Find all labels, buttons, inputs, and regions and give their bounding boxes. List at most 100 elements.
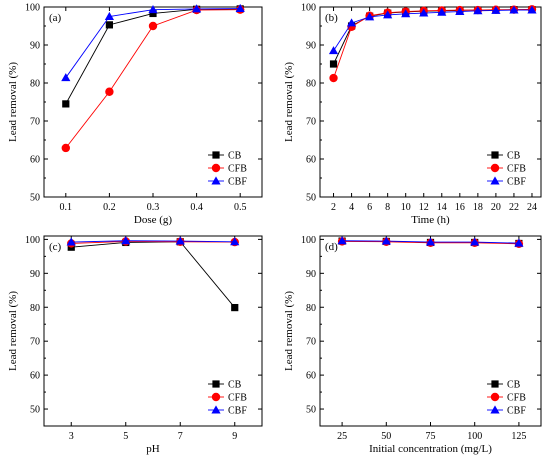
y-tick-label: 80 [30,79,40,90]
data-point-cbf [346,18,357,27]
x-tick-label: 3 [69,431,74,442]
y-tick-label: 60 [306,371,316,382]
x-tick-label: 8 [385,202,390,213]
y-tick-label: 50 [306,405,316,416]
data-point-cbf [104,11,114,20]
legend-marker-cbf [211,405,221,414]
x-tick-label: 0.5 [234,202,247,213]
data-point-cbf [401,9,411,18]
y-axis-title: Lead removal (%) [7,62,19,142]
legend-label-cfb: CFB [228,393,247,404]
x-tick-label: 16 [455,202,465,213]
x-tick-label: 100 [467,431,482,442]
plot-frame [43,235,263,427]
data-point-cb [329,60,338,68]
data-point-cbf [425,237,436,246]
legend-label-cb: CB [507,380,521,391]
y-tick-label: 50 [306,193,316,204]
legend-label-cb: CB [228,151,242,162]
series-line-cfb [333,8,532,79]
x-tick-label: 0.4 [190,202,203,213]
series-line-cbf [71,240,235,243]
chart-panel-a: 50 60 70 80 90 100 0.1 0.2 0.3 0.4 0.5 Dose (g) Lead… [7,3,263,226]
x-tick-label: 10 [401,202,411,213]
x-tick-label: 6 [367,202,372,213]
x-tick-label: 50 [381,431,391,442]
x-tick-label: 14 [437,202,447,213]
x-tick-label: 75 [426,431,436,442]
x-axis-title: Time (h) [411,214,450,226]
data-point-cbf [61,73,71,82]
y-axis-title: Lead removal (%) [283,291,295,371]
legend-marker-cfb [490,392,500,402]
y-tick-label: 70 [306,337,316,348]
y-tick-label: 90 [30,269,40,280]
data-point-cbf [509,5,519,14]
data-point-cbf [437,7,447,16]
legend-label-cfb: CFB [228,164,247,175]
series-line-cb [333,9,532,65]
legend-label-cbf: CBF [228,406,247,417]
series-line-cbf [65,8,241,78]
x-tick-label: 4 [349,202,354,213]
data-point-cbf [527,5,537,14]
legend-marker-cfb [490,163,500,173]
y-tick-label: 90 [30,41,40,52]
chart-panel-d: 50 60 70 80 90 100 25 50 75 100 125 Initial concent… [283,235,542,455]
y-tick-label: 90 [306,269,316,280]
data-point-cb [62,100,70,108]
data-point-cfb [61,143,70,153]
series-line-cfb [65,9,241,149]
y-tick-label: 100 [25,235,40,246]
data-point-cfb [148,21,158,31]
data-point-cbf [230,237,240,246]
x-tick-label: 9 [232,431,237,442]
series-line-cbf [333,9,532,51]
y-tick-label: 80 [306,79,316,90]
x-tick-label: 25 [337,431,347,442]
data-point-cbf [235,3,245,12]
legend-label-cbf: CBF [507,177,526,188]
x-tick-label: 5 [123,431,128,442]
panel-label: (d) [325,241,338,253]
y-tick-label: 60 [30,371,40,382]
data-point-cbf [473,6,483,15]
y-tick-label: 70 [30,337,40,348]
data-point-cb [105,21,113,29]
y-tick-label: 90 [306,41,316,52]
x-axis-title: pH [146,443,160,455]
x-tick-label: 0.1 [60,202,73,213]
legend-marker-cb [212,380,220,388]
series-line-cfb [71,240,235,244]
legend-marker-cfb [211,163,221,173]
data-point-cbf [337,236,347,245]
chart-panel-c: 50 60 70 80 90 100 3 5 7 9 pH Lead removal (%) (c) CB… [7,235,263,455]
data-point-cbf [121,236,131,245]
data-point-cfb [105,87,114,96]
y-tick-label: 80 [30,303,40,314]
x-tick-label: 0.2 [103,202,116,213]
x-tick-label: 12 [419,202,429,213]
y-tick-label: 70 [30,117,40,128]
x-tick-label: 125 [511,431,526,442]
data-point-cbf [328,46,339,55]
y-tick-label: 70 [306,117,316,128]
x-tick-label: 7 [178,431,183,442]
series-line-cb [71,241,236,308]
panel-label: (c) [49,241,62,253]
data-point-cbf [470,237,480,246]
x-axis-title: Dose (g) [134,214,173,226]
x-tick-label: 2 [331,202,336,213]
legend-label-cbf: CBF [228,177,247,188]
data-point-cfb [329,73,338,83]
data-point-cb [231,303,239,312]
data-point-cbf [66,237,76,246]
y-tick-label: 80 [306,303,316,314]
data-point-cb [149,9,157,18]
legend-marker-cb [491,151,499,159]
y-tick-label: 100 [25,3,40,14]
x-tick-label: 20 [491,202,501,213]
legend-label-cfb: CFB [507,393,526,404]
data-point-cbf [514,238,524,247]
